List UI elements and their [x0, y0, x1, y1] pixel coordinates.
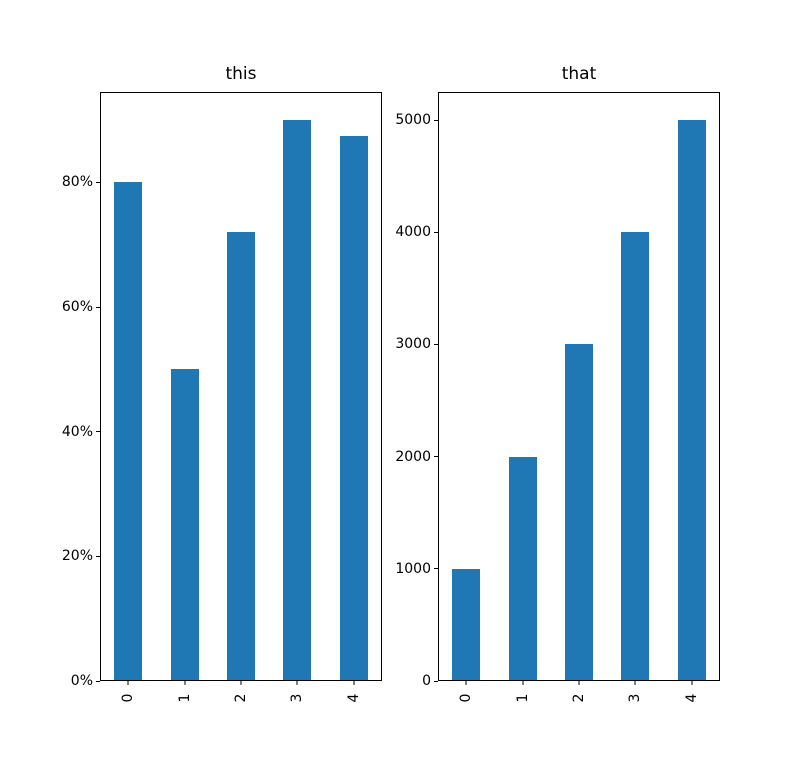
- y-tick-mark: [96, 680, 100, 682]
- x-tick-label: 3: [289, 693, 306, 703]
- y-tick-label: 2000: [395, 448, 431, 465]
- y-tick-mark: [434, 680, 438, 682]
- bar-that-0: [452, 568, 481, 681]
- y-tick-label: 60%: [61, 299, 93, 316]
- y-tick-mark: [96, 555, 100, 557]
- bar-this-1: [170, 369, 199, 681]
- bar-this-2: [226, 232, 256, 681]
- x-tick-mark: [465, 681, 467, 685]
- y-tick-label: 80%: [61, 174, 93, 191]
- x-tick-label: 2: [571, 693, 587, 703]
- subplot-this: this 0% 20% 40% 60% 80% 0 1 2 3 4: [62, 65, 382, 702]
- x-tick-mark: [240, 681, 242, 685]
- x-tick-label: 3: [627, 693, 644, 703]
- y-tick-label: 20%: [61, 548, 93, 565]
- x-tick-mark: [634, 681, 636, 685]
- bar-this-4: [339, 135, 368, 681]
- x-tick-mark: [578, 681, 580, 685]
- x-tick-mark: [296, 681, 298, 685]
- x-tick-label: 0: [458, 693, 475, 703]
- y-tick-mark: [434, 119, 438, 121]
- y-tick-mark: [96, 431, 100, 433]
- y-tick-mark: [96, 306, 100, 308]
- y-tick-label: 0%: [70, 673, 93, 689]
- x-tick-label: 2: [233, 693, 249, 703]
- x-tick-label: 0: [120, 693, 137, 703]
- y-tick-label: 3000: [395, 336, 431, 353]
- x-tick-mark: [127, 681, 129, 685]
- y-tick-mark: [434, 343, 438, 345]
- y-tick-mark: [434, 231, 438, 233]
- y-tick-label: 4000: [395, 224, 431, 241]
- x-tick-label: 1: [176, 693, 193, 703]
- bar-that-4: [677, 120, 706, 681]
- subplot-that: that 0 1000 2000 3000 4000 5000 0 1 2 3 4: [395, 65, 720, 702]
- plot-area-this: [100, 92, 382, 681]
- y-tick-label: 40%: [61, 423, 93, 440]
- chart-title-that: that: [561, 64, 597, 85]
- y-tick-mark: [434, 568, 438, 570]
- x-tick-label: 1: [514, 693, 531, 703]
- bar-that-2: [564, 344, 594, 681]
- bar-this-3: [283, 120, 312, 681]
- x-tick-mark: [691, 681, 693, 685]
- plot-area-that: [438, 92, 720, 681]
- y-tick-mark: [434, 456, 438, 458]
- bar-that-3: [621, 232, 650, 681]
- chart-title-this: this: [225, 64, 257, 85]
- y-tick-label: 0: [422, 673, 431, 689]
- y-tick-mark: [96, 181, 100, 183]
- bar-this-0: [114, 182, 143, 681]
- x-tick-label: 4: [683, 693, 700, 703]
- y-tick-label: 1000: [395, 560, 431, 577]
- y-tick-label: 5000: [395, 112, 431, 129]
- bar-that-1: [508, 456, 537, 681]
- x-tick-label: 4: [345, 693, 362, 703]
- x-tick-mark: [353, 681, 355, 685]
- x-tick-mark: [522, 681, 524, 685]
- x-tick-mark: [184, 681, 186, 685]
